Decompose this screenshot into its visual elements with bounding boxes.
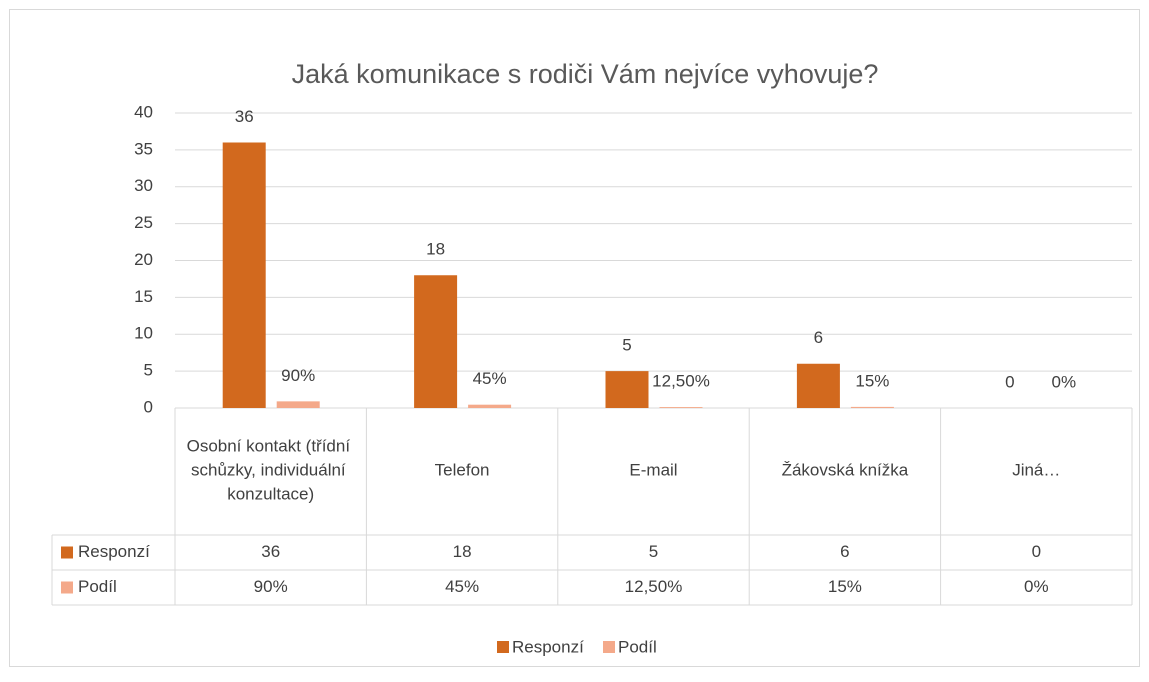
x-tick-label: Osobní kontakt (třídní schůzky, individu… — [187, 437, 355, 504]
bar — [222, 142, 266, 408]
bar — [276, 401, 320, 408]
x-tick-label: Žákovská knížka — [782, 461, 909, 480]
y-tick-label: 15 — [134, 287, 153, 306]
table-cell: 0% — [1024, 577, 1049, 596]
table-cell: 12,50% — [625, 577, 683, 596]
table-cell: 5 — [649, 542, 658, 561]
y-tick-label: 30 — [134, 176, 153, 195]
data-label: 18 — [426, 240, 445, 259]
chart-title: Jaká komunikace s rodiči Vám nejvíce vyh… — [292, 59, 879, 89]
data-label: 0 — [1005, 372, 1014, 391]
bar — [796, 363, 840, 408]
bar — [414, 275, 458, 408]
table-cell: 15% — [828, 577, 862, 596]
table-row-label: Podíl — [78, 577, 117, 596]
table-cell: 45% — [445, 577, 479, 596]
y-tick-label: 20 — [134, 250, 153, 269]
data-label: 12,50% — [652, 372, 710, 391]
y-tick-label: 5 — [144, 361, 153, 380]
data-label: 90% — [281, 366, 315, 385]
x-tick-label: E-mail — [629, 461, 677, 480]
x-tick-label: Telefon — [435, 461, 490, 480]
legend-label: Responzí — [512, 637, 584, 656]
table-cell: 6 — [840, 542, 849, 561]
x-tick-label: Jiná… — [1012, 461, 1060, 480]
data-label: 15% — [855, 371, 889, 390]
data-label: 36 — [235, 107, 254, 126]
bar — [850, 406, 894, 408]
bar — [659, 407, 703, 408]
legend-key — [61, 546, 73, 559]
data-label: 45% — [473, 369, 507, 388]
data-label: 5 — [622, 336, 631, 355]
table-cell: 18 — [453, 542, 472, 561]
legend-label: Podíl — [618, 637, 657, 656]
y-tick-label: 40 — [134, 102, 153, 121]
table-cell: 0 — [1032, 542, 1041, 561]
data-label: 6 — [814, 328, 823, 347]
legend-key — [497, 641, 509, 653]
legend-key — [61, 581, 73, 594]
table-cell: 90% — [254, 577, 288, 596]
y-tick-label: 0 — [144, 397, 153, 416]
bar — [468, 404, 512, 408]
y-tick-label: 25 — [134, 213, 153, 232]
table-cell: 36 — [261, 542, 280, 561]
table-row-label: Responzí — [78, 542, 150, 561]
y-tick-label: 10 — [134, 324, 153, 343]
chart-frame — [9, 9, 1140, 667]
y-tick-label: 35 — [134, 139, 153, 158]
legend-key — [603, 641, 615, 653]
data-label: 0% — [1052, 372, 1077, 391]
bar — [605, 371, 649, 408]
